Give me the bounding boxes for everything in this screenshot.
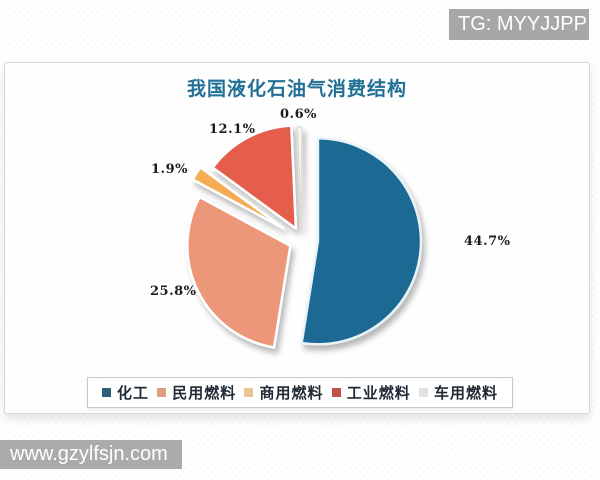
legend-item-residential-fuel: 民用燃料 (157, 382, 236, 403)
legend-item-commercial-fuel: 商用燃料 (244, 382, 323, 403)
legend-swatch-icon (157, 388, 167, 397)
pie-slice-0 (300, 137, 423, 346)
pie-slice-3 (211, 124, 298, 230)
legend-swatch-icon (102, 388, 111, 397)
pie-label-chemical: 44.7% (464, 234, 511, 249)
legend-swatch-icon (418, 388, 428, 397)
watermark-website: www.gzylfsjn.com (0, 440, 182, 469)
legend-item-vehicle-fuel: 车用燃料 (418, 382, 498, 403)
legend-label: 商用燃料 (259, 384, 324, 402)
legend-item-chemical: 化工 (102, 382, 149, 403)
pie-slice-1 (186, 195, 292, 349)
legend-item-industrial-fuel: 工业燃料 (331, 382, 411, 403)
pie-slice-2 (191, 166, 285, 230)
legend-swatch-icon (244, 388, 254, 397)
watermark-telegram: TG: MYYJJPP (449, 9, 589, 40)
legend-label: 民用燃料 (172, 384, 237, 402)
chart-title: 我国液化石油气消费结构 (186, 78, 407, 100)
pie-label-residential-fuel: 25.8% (150, 284, 197, 299)
legend-swatch-icon (331, 388, 341, 397)
legend-label: 车用燃料 (433, 384, 498, 402)
pie-label-vehicle-fuel: 0.6% (280, 107, 317, 122)
pie-label-industrial-fuel: 12.1% (209, 122, 256, 137)
chart-panel (4, 62, 590, 414)
legend-label: 工业燃料 (346, 384, 411, 402)
pie-label-commercial-fuel: 1.9% (151, 162, 188, 177)
pie-slice-4 (296, 126, 303, 231)
legend-label: 化工 (117, 384, 150, 402)
legend: 化工 民用燃料 商用燃料 工业燃料 车用燃料 (87, 377, 513, 408)
